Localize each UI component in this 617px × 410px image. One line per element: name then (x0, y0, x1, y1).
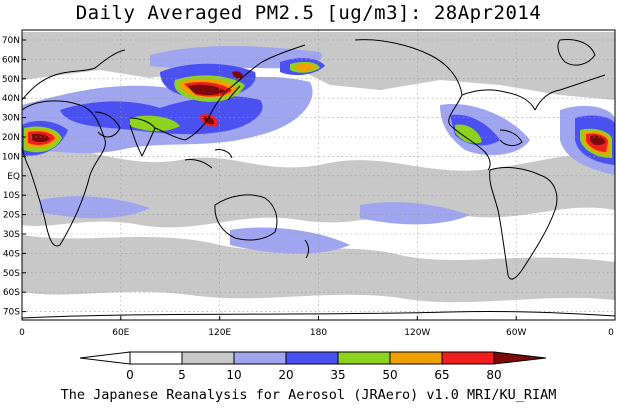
concentration-field (22, 30, 615, 320)
lat-label: 60N (2, 55, 20, 65)
lon-label: 60W (506, 328, 526, 338)
colorbar-swatch-65-80 (441, 351, 495, 365)
lat-label: 20N (2, 133, 20, 143)
coastlines (22, 39, 615, 319)
lon-label: 120W (404, 328, 430, 338)
colorbar-label: 5 (178, 368, 186, 382)
colorbar-swatch-20-35 (285, 351, 339, 365)
lat-label: 70N (2, 36, 20, 46)
map-title: Daily Averaged PM2.5 [ug/m3]: 28Apr2014 (75, 2, 542, 24)
colorbar-swatch-35-50 (337, 351, 391, 365)
lon-label: 120E (208, 328, 231, 338)
lat-label: 40S (3, 249, 20, 259)
colorbar-swatch-5-10 (181, 351, 235, 365)
lon-label: 0 (19, 328, 25, 338)
lat-label: EQ (7, 172, 20, 182)
lat-label: 20S (3, 211, 20, 221)
lat-label: 70S (3, 308, 20, 318)
colorbar-label: 80 (486, 368, 501, 382)
colorbar-arrow-high (493, 351, 547, 365)
colorbar-label: 20 (278, 368, 293, 382)
lon-label: 0 (608, 328, 614, 338)
colorbar-label: 65 (434, 368, 449, 382)
colorbar-swatch-0-5 (129, 351, 183, 365)
lat-label: 50N (2, 75, 20, 85)
pm25-level-above-80 (32, 71, 606, 146)
lon-label: 60E (112, 328, 129, 338)
colorbar-label: 10 (226, 368, 241, 382)
dataset-credit: The Japanese Reanalysis for Aerosol (JRA… (60, 387, 557, 403)
lat-label: 40N (2, 94, 20, 104)
lon-label: 180 (310, 328, 327, 338)
colorbar-swatch-10-20 (233, 351, 287, 365)
latitude-axis: 70N 60N 50N 40N 30N 20N 10N EQ 10S 20S 3… (2, 36, 26, 318)
colorbar-label: 50 (382, 368, 397, 382)
colorbar-arrow-low (79, 351, 131, 365)
lat-label: 50S (3, 269, 20, 279)
colorbar: 0 5 10 20 35 50 65 80 (79, 351, 547, 382)
lat-label: 30S (3, 230, 20, 240)
graticule (22, 30, 615, 320)
lat-label: 60S (3, 288, 20, 298)
colorbar-label: 35 (330, 368, 345, 382)
lat-label: 10S (3, 191, 20, 201)
lat-label: 10N (2, 152, 20, 162)
colorbar-swatch-50-65 (389, 351, 443, 365)
colorbar-label: 0 (126, 368, 134, 382)
longitude-axis: 0 60E 120E 180 120W 60W 0 (19, 316, 614, 338)
lat-label: 30N (2, 114, 20, 124)
